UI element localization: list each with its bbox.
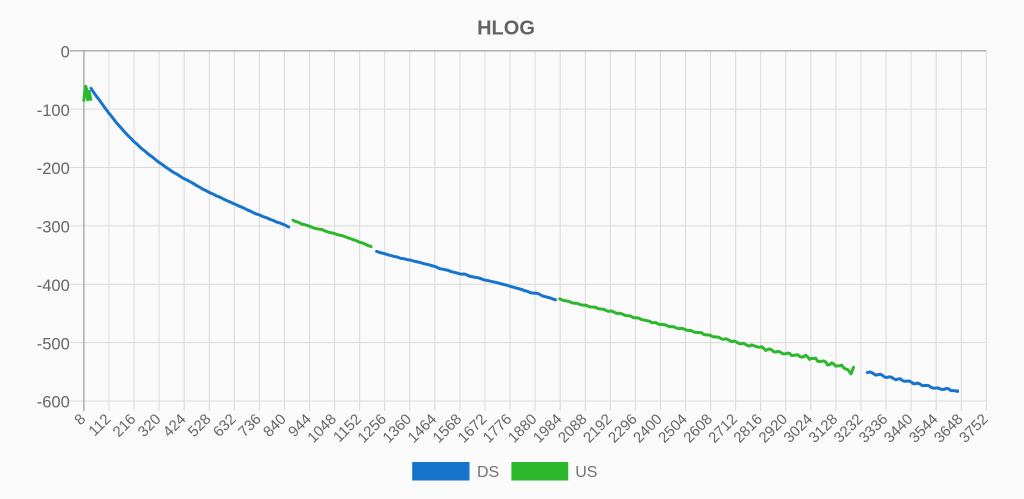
svg-text:-400: -400	[37, 277, 70, 295]
svg-text:-200: -200	[37, 160, 70, 178]
svg-text:-600: -600	[37, 394, 70, 412]
svg-text:US: US	[575, 464, 597, 481]
svg-text:0: 0	[61, 44, 70, 62]
svg-text:-300: -300	[37, 219, 70, 237]
svg-text:-500: -500	[37, 335, 70, 353]
svg-text:HLOG: HLOG	[477, 18, 535, 40]
svg-text:-100: -100	[37, 102, 70, 120]
svg-text:DS: DS	[477, 464, 499, 481]
